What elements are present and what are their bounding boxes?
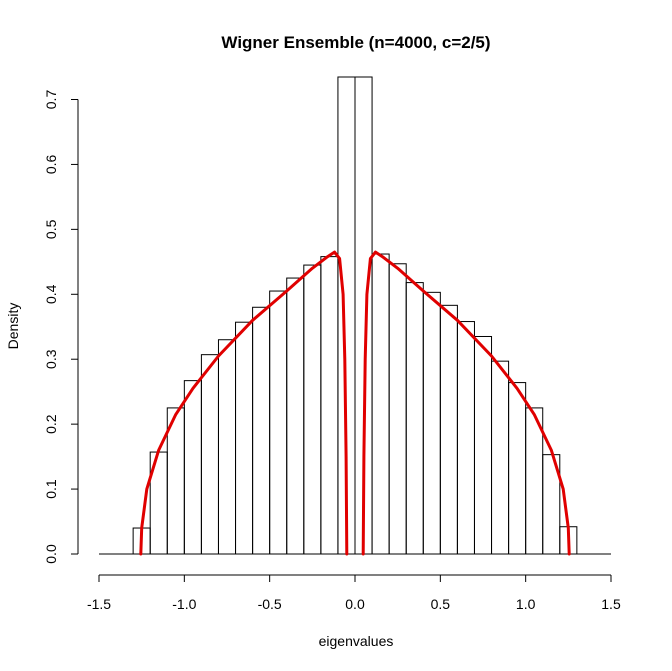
y-tick-label: 0.7 xyxy=(43,90,59,110)
histogram-bar xyxy=(491,360,510,555)
histogram-bar xyxy=(286,277,305,555)
x-tick-label: 1.5 xyxy=(601,596,621,612)
y-axis-label: Density xyxy=(5,303,21,350)
y-tick-label: 0.3 xyxy=(43,349,59,369)
x-tick-label: 1.0 xyxy=(516,596,536,612)
histogram-bar xyxy=(252,306,271,555)
histogram-bar xyxy=(320,256,339,555)
histogram-bar xyxy=(303,264,322,555)
y-tick-label: 0.4 xyxy=(43,284,59,304)
histogram-bar xyxy=(183,380,202,555)
histogram-bar xyxy=(388,263,407,555)
histogram-bar xyxy=(422,291,441,555)
histogram-bar xyxy=(456,321,475,555)
histogram-bar xyxy=(473,335,493,555)
histogram-bar xyxy=(235,321,254,555)
density-curve-left xyxy=(139,250,349,556)
y-tick-label: 0.1 xyxy=(43,479,59,499)
histogram-bar xyxy=(200,354,219,555)
histogram-bar xyxy=(405,282,424,555)
histogram-bars xyxy=(99,76,611,555)
y-axis: 0.0 0.1 0.2 0.3 0.4 0.5 0.6 0.7 xyxy=(43,90,79,564)
y-tick-label: 0.0 xyxy=(43,544,59,564)
x-axis: -1.5 -1.0 -0.5 0.0 0.5 1.0 1.5 xyxy=(87,574,621,612)
histogram-bar xyxy=(371,253,390,555)
histogram-bar xyxy=(217,339,237,555)
x-tick-label: -1.0 xyxy=(172,596,196,612)
x-tick-label: 0.5 xyxy=(431,596,451,612)
y-tick-label: 0.5 xyxy=(43,219,59,239)
y-tick-label: 0.6 xyxy=(43,154,59,174)
x-tick-label: 0.0 xyxy=(345,596,365,612)
x-axis-label: eigenvalues xyxy=(319,633,394,649)
density-curve-right xyxy=(361,250,571,556)
histogram-bar xyxy=(269,290,288,555)
x-tick-label: -1.5 xyxy=(87,596,111,612)
y-tick-label: 0.2 xyxy=(43,414,59,434)
chart-title: Wigner Ensemble (n=4000, c=2/5) xyxy=(221,33,490,52)
density-curve-group xyxy=(139,250,571,556)
histogram-bar xyxy=(439,304,458,555)
x-tick-label: -0.5 xyxy=(258,596,282,612)
histogram-bar xyxy=(508,382,527,555)
